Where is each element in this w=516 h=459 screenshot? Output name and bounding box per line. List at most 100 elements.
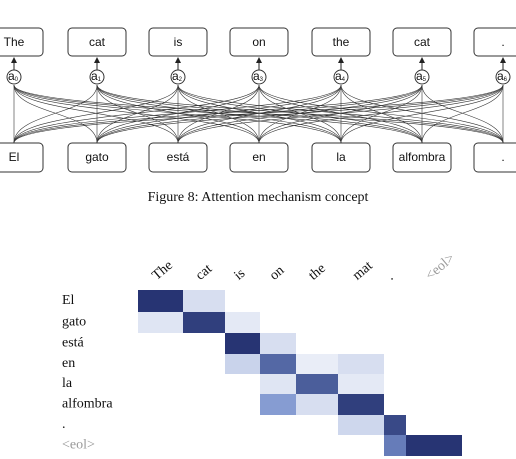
heatmap-cell bbox=[225, 435, 260, 456]
heatmap-cell bbox=[406, 312, 462, 333]
attention-symbol: a bbox=[253, 69, 260, 83]
output-token: . bbox=[501, 35, 504, 49]
attention-symbol: a bbox=[8, 69, 15, 83]
heatmap-cell bbox=[406, 333, 462, 354]
heatmap-cell bbox=[183, 435, 225, 456]
heatmap-cell bbox=[260, 415, 296, 435]
heatmap-cell bbox=[183, 333, 225, 354]
input-box bbox=[0, 142, 44, 173]
column-label: is bbox=[231, 266, 248, 283]
heatmap-cell bbox=[138, 312, 183, 333]
row-label: la bbox=[62, 376, 73, 391]
attention-index: 3 bbox=[260, 77, 264, 83]
attention-curve bbox=[258, 84, 504, 144]
heatmap-cell bbox=[406, 394, 462, 415]
input-token: . bbox=[501, 150, 504, 164]
heatmap-cell bbox=[338, 374, 384, 394]
attention-node bbox=[170, 69, 186, 85]
heatmap-cell bbox=[296, 415, 338, 435]
column-label: on bbox=[267, 263, 287, 283]
attention-curve bbox=[13, 84, 260, 144]
heatmap-cell bbox=[384, 290, 406, 312]
heatmap-cell bbox=[260, 333, 296, 354]
heatmap-cell bbox=[384, 435, 406, 456]
heatmap-cell bbox=[225, 333, 260, 354]
attention-curve bbox=[258, 84, 423, 144]
heatmap-cell bbox=[225, 354, 260, 374]
output-box bbox=[311, 27, 371, 57]
attention-index: 4 bbox=[342, 77, 346, 83]
heatmap-cell bbox=[138, 435, 183, 456]
heatmap-cell bbox=[183, 394, 225, 415]
attention-curve bbox=[177, 84, 342, 144]
column-label: The bbox=[149, 258, 175, 283]
input-box bbox=[148, 142, 208, 173]
input-box bbox=[311, 142, 371, 173]
output-token: is bbox=[174, 35, 183, 49]
input-token: la bbox=[336, 150, 346, 164]
heatmap-cell bbox=[225, 415, 260, 435]
heatmap-cell bbox=[296, 290, 338, 312]
heatmap-cell bbox=[384, 333, 406, 354]
heatmap-cell bbox=[296, 394, 338, 415]
heatmap-cell bbox=[406, 374, 462, 394]
input-box bbox=[229, 142, 289, 173]
input-box bbox=[392, 142, 452, 173]
row-label: está bbox=[62, 336, 85, 351]
heatmap-cell bbox=[384, 354, 406, 374]
attention-curves bbox=[13, 84, 504, 144]
heatmap-cell bbox=[225, 394, 260, 415]
output-box bbox=[392, 27, 452, 57]
row-label: en bbox=[62, 356, 75, 371]
heatmap-cell bbox=[406, 354, 462, 374]
attention-curve bbox=[13, 84, 423, 144]
heatmap-cell bbox=[138, 290, 183, 312]
attention-symbol: a bbox=[172, 69, 179, 83]
output-box bbox=[67, 27, 127, 57]
row-label: gato bbox=[62, 315, 86, 330]
attention-node bbox=[6, 69, 22, 85]
attention-curve bbox=[13, 84, 179, 144]
heatmap-cell bbox=[338, 435, 384, 456]
output-box bbox=[229, 27, 289, 57]
output-token: on bbox=[252, 35, 265, 49]
row-label: El bbox=[62, 293, 75, 308]
heatmap-cell bbox=[338, 333, 384, 354]
heatmap-cell bbox=[338, 394, 384, 415]
heatmap-cell bbox=[260, 312, 296, 333]
attention-label: a4 bbox=[335, 69, 346, 83]
column-label: <eol> bbox=[423, 251, 458, 284]
attention-curve bbox=[96, 84, 504, 144]
heatmap-cell bbox=[225, 290, 260, 312]
heatmap-cell bbox=[296, 312, 338, 333]
heatmap-cell bbox=[338, 312, 384, 333]
attention-curve bbox=[177, 84, 342, 144]
heatmap-cell bbox=[384, 374, 406, 394]
output-token: The bbox=[4, 35, 25, 49]
heatmap-cell bbox=[183, 415, 225, 435]
heatmap-cell bbox=[406, 435, 462, 456]
output-token: cat bbox=[89, 35, 106, 49]
attention-label: a1 bbox=[91, 69, 102, 83]
output-box bbox=[0, 27, 44, 57]
attention-index: 2 bbox=[179, 77, 183, 83]
input-token: alfombra bbox=[399, 150, 446, 164]
attention-index: 0 bbox=[15, 77, 19, 83]
attention-curve bbox=[13, 84, 98, 144]
column-label: mat bbox=[350, 258, 376, 283]
input-token: está bbox=[167, 150, 190, 164]
attention-index: 6 bbox=[504, 77, 508, 83]
heatmap-cell bbox=[260, 290, 296, 312]
attention-index: 5 bbox=[423, 77, 427, 83]
attention-symbol: a bbox=[91, 69, 98, 83]
column-label: . bbox=[384, 270, 396, 284]
output-box bbox=[148, 27, 208, 57]
heatmap-cell bbox=[406, 415, 462, 435]
input-token: El bbox=[9, 150, 20, 164]
heatmap-cell bbox=[138, 394, 183, 415]
heatmap-cell bbox=[138, 415, 183, 435]
attention-node bbox=[495, 69, 511, 85]
heatmap-cell bbox=[260, 435, 296, 456]
heatmap-cell bbox=[384, 394, 406, 415]
